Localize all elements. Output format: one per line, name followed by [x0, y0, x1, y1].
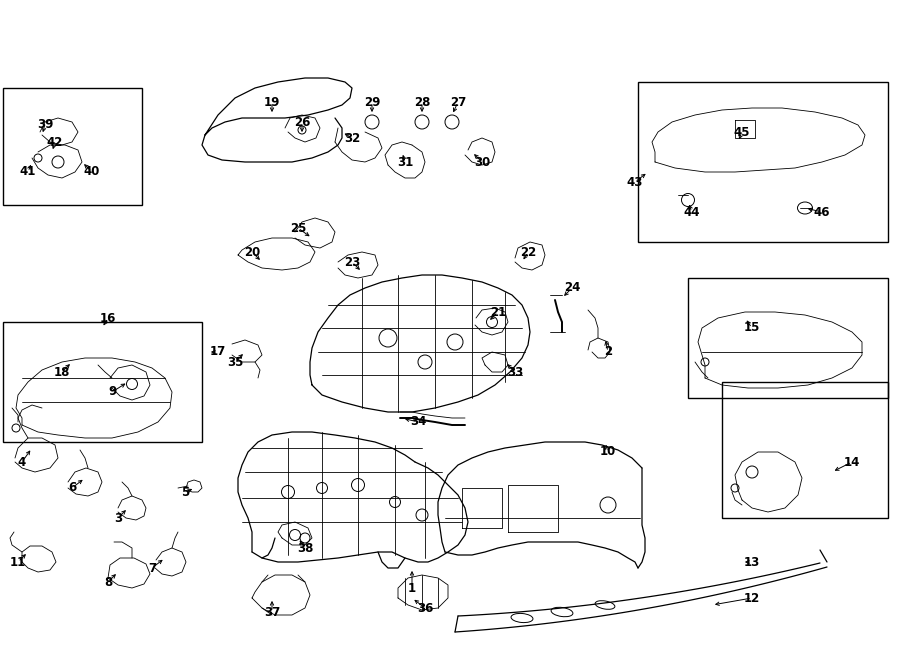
Bar [3, 88, 142, 205]
Text: 35: 35 [227, 356, 243, 368]
Text: 16: 16 [100, 311, 116, 325]
Text: 21: 21 [490, 305, 506, 319]
Bar [3, 322, 202, 442]
Text: 1: 1 [408, 582, 416, 594]
Bar [638, 82, 888, 242]
Text: 41: 41 [20, 165, 36, 178]
Text: 3: 3 [114, 512, 122, 524]
Text: 22: 22 [520, 245, 536, 258]
Text: 40: 40 [84, 165, 100, 178]
Text: 13: 13 [744, 555, 760, 568]
Text: 39: 39 [37, 118, 53, 132]
Text: 19: 19 [264, 95, 280, 108]
Text: 33: 33 [507, 366, 523, 379]
Text: 26: 26 [293, 116, 310, 128]
Text: 25: 25 [290, 221, 306, 235]
Text: 38: 38 [297, 541, 313, 555]
Text: 2: 2 [604, 346, 612, 358]
Text: 34: 34 [410, 416, 427, 428]
Text: 27: 27 [450, 95, 466, 108]
Text: 14: 14 [844, 455, 860, 469]
Text: 10: 10 [600, 446, 617, 459]
Text: 31: 31 [397, 155, 413, 169]
Text: 11: 11 [10, 555, 26, 568]
Text: 23: 23 [344, 256, 360, 268]
Text: 15: 15 [743, 321, 760, 334]
Text: 44: 44 [684, 206, 700, 219]
Text: 28: 28 [414, 95, 430, 108]
Text: 7: 7 [148, 561, 156, 574]
Text: 6: 6 [68, 481, 76, 494]
Text: 30: 30 [474, 155, 490, 169]
Text: 12: 12 [744, 592, 760, 605]
Text: 9: 9 [108, 385, 116, 399]
Text: 29: 29 [364, 95, 380, 108]
Text: 24: 24 [563, 282, 580, 295]
Text: 37: 37 [264, 605, 280, 619]
Text: 8: 8 [104, 576, 112, 588]
Text: 43: 43 [626, 176, 644, 188]
Text: 45: 45 [734, 126, 751, 139]
Text: 36: 36 [417, 602, 433, 615]
Text: 42: 42 [47, 136, 63, 149]
Text: 18: 18 [54, 366, 70, 379]
Text: 46: 46 [814, 206, 831, 219]
Text: 17: 17 [210, 346, 226, 358]
Text: 4: 4 [18, 455, 26, 469]
Text: 5: 5 [181, 485, 189, 498]
Bar [688, 278, 888, 398]
Text: 32: 32 [344, 132, 360, 145]
Bar [722, 382, 888, 518]
Text: 20: 20 [244, 245, 260, 258]
